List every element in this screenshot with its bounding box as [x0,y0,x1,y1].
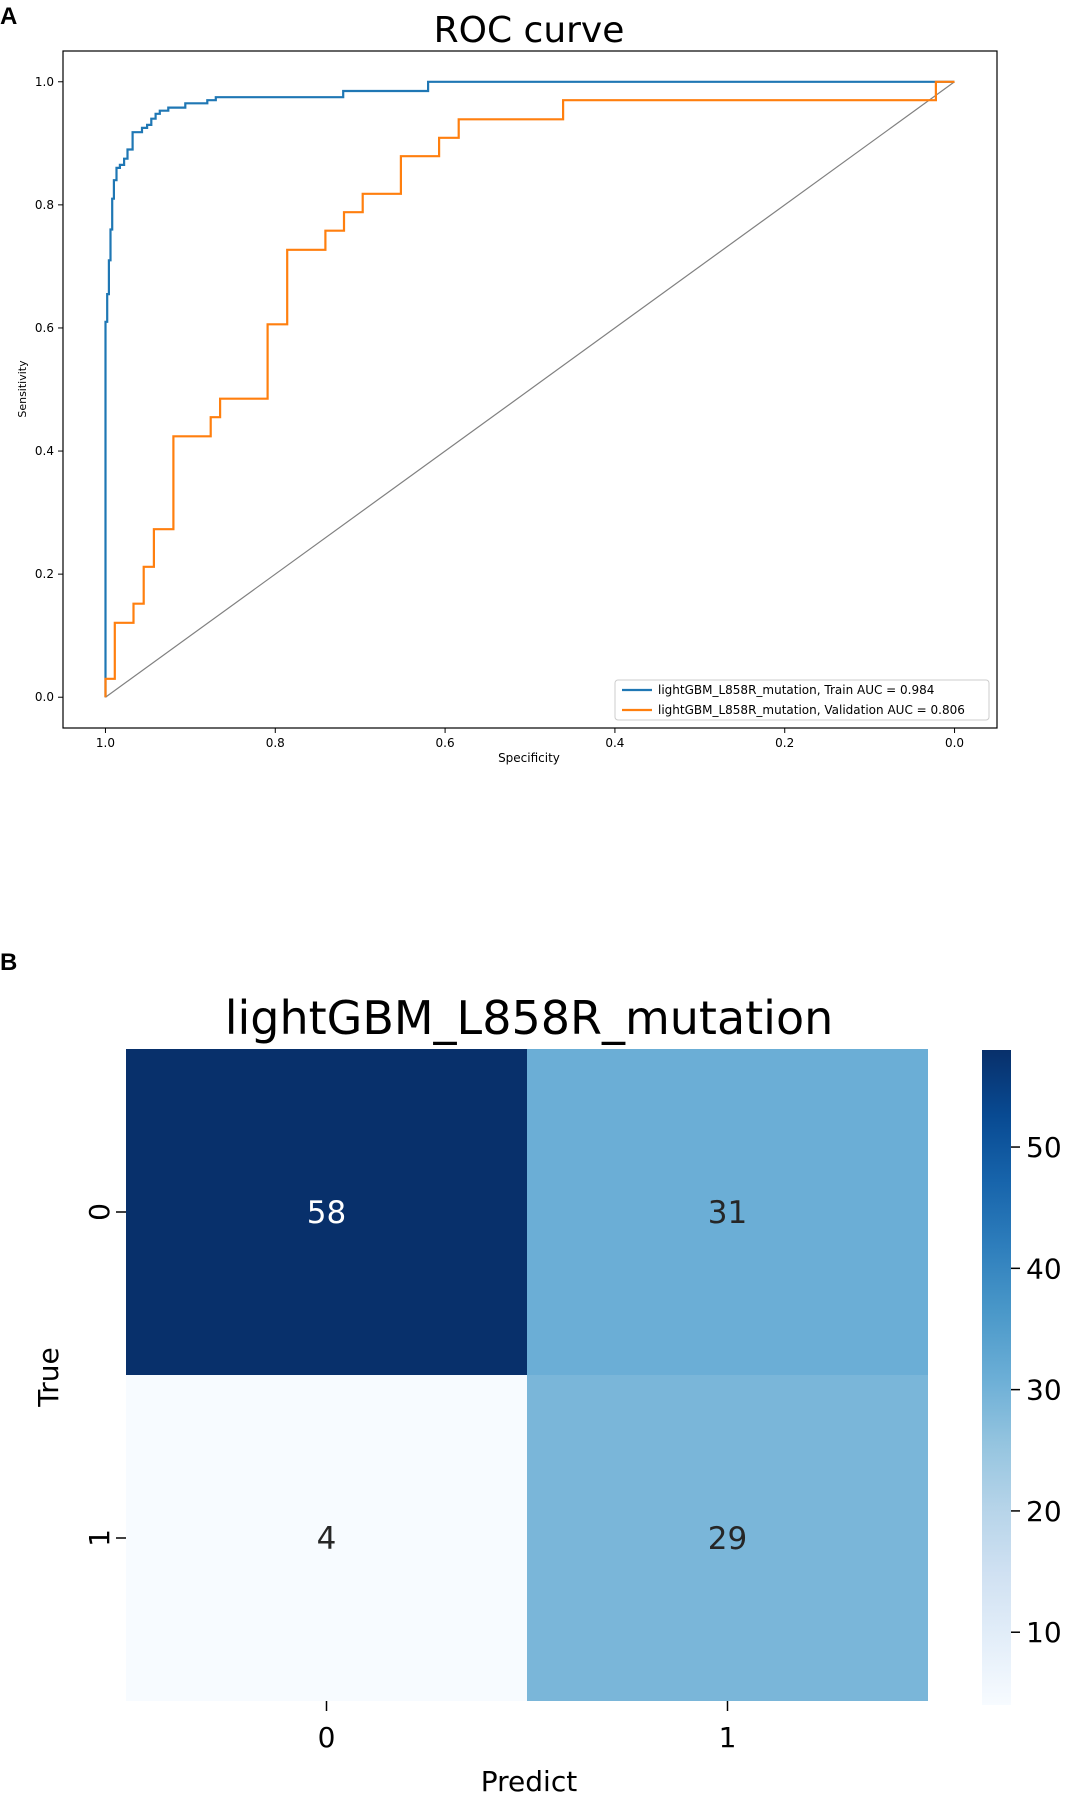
heatmap-cell-value: 31 [708,1195,747,1231]
heatmap-cell [527,1049,928,1375]
colorbar-axis: 10 20 30 40 50 [1011,1131,1062,1649]
roc-y-axis-label: Sensitivity [16,360,29,418]
roc-legend-box [614,679,990,721]
roc-chart: ROC curve 1.0 0.8 0.6 0.4 0.2 0.0 0.00.20.40.… [16,10,998,765]
legend-train-label: lightGBM_L858R_mutation, Train AUC = 0.9… [658,683,934,697]
heatmap-y-tick-label: 1 [83,1529,116,1547]
roc-reference-diagonal [105,81,955,698]
roc-train-line [104,80,955,698]
roc-legend: lightGBM_L858R_mutation, Train AUC = 0.9… [614,679,990,721]
roc-x-tick-label: 1.0 [96,736,115,750]
colorbar-tick-label: 20 [1026,1495,1062,1528]
roc-title: ROC curve [434,10,625,51]
heatmap-y-axis-label: True [32,1347,65,1407]
roc-y-tick-label: 0.2 [35,567,54,581]
roc-x-tick-label: 0.2 [775,736,794,750]
roc-y-tick-label: 0.8 [35,198,54,212]
roc-x-axis-label: Specificity [498,751,560,765]
heatmap-x-axis-label: Predict [481,1765,577,1794]
roc-x-tick-label: 0.4 [605,736,624,750]
heatmap-y-tick-label: 0 [83,1203,116,1221]
heatmap-x-tick-label: 1 [719,1721,737,1754]
colorbar [982,1050,1011,1705]
heatmap-cell-value: 4 [317,1521,337,1557]
heatmap-cell [126,1375,527,1701]
heatmap-title: lightGBM_L858R_mutation [225,991,834,1045]
roc-x-tick-label: 0.8 [266,736,285,750]
colorbar-tick-label: 50 [1026,1131,1062,1164]
heatmap-x-tick-label: 0 [318,1721,336,1754]
heatmap-cell-value: 29 [708,1521,747,1557]
roc-validation-line [104,80,955,698]
roc-y-axis: 0.0 0.2 0.4 0.6 0.8 1.0 [35,75,63,704]
colorbar-tick-label: 10 [1026,1616,1062,1649]
roc-plot-frame [62,50,998,729]
heatmap-cell [126,1049,527,1375]
roc-y-tick-label: 0.4 [35,444,54,458]
roc-y-tick-label: 0.6 [35,321,54,335]
colorbar-tick-label: 30 [1026,1374,1062,1407]
roc-y-tick-label: 0.0 [35,690,54,704]
heatmap-y-axis: 01 [83,1203,126,1547]
roc-y-tick-label: 1.0 [35,75,54,89]
roc-x-tick-label: 0.6 [436,736,455,750]
heatmap-cells: 58 31 4 29 [126,1049,928,1701]
panel-a-label: A [0,3,17,30]
colorbar-tick-label: 40 [1026,1252,1062,1285]
roc-x-axis: 1.0 0.8 0.6 0.4 0.2 0.0 [96,728,964,750]
legend-validation-label: lightGBM_L858R_mutation, Validation AUC … [658,703,965,717]
roc-x-tick-label: 0.0 [945,736,964,750]
heatmap-cell [527,1375,928,1701]
heatmap-cell-value: 58 [307,1195,346,1231]
panel-b-label: B [0,949,17,976]
